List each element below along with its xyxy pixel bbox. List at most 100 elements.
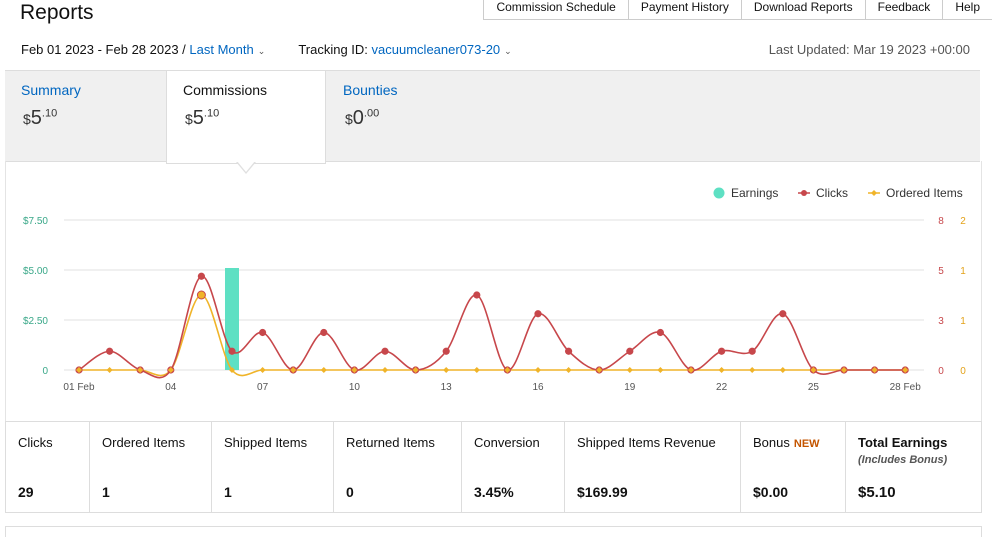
tab-bounties[interactable]: Bounties $0.00: [327, 71, 487, 161]
ordered-items-point-highlight: [196, 290, 206, 300]
stat-sublabel: (Includes Bonus): [858, 454, 948, 466]
stat-value: $0.00: [753, 484, 789, 500]
tracking-id-label: Tracking ID:: [298, 42, 368, 57]
report-tabs: Summary $5.10 Commissions $5.10 Bounties…: [5, 70, 980, 164]
stat-value: 0: [346, 484, 354, 500]
ordered-items-point: [290, 367, 297, 373]
tab-label: Bounties: [343, 82, 398, 98]
ordered-items-point: [443, 367, 450, 373]
ordered-items-point: [565, 367, 572, 373]
clicks-point: [626, 347, 634, 355]
ordered-items-point: [106, 367, 113, 373]
legend-items-swatch: [871, 190, 877, 196]
y-right-items-tick-label: 1: [960, 316, 966, 327]
stat-clicks: Clicks 29: [6, 422, 90, 512]
report-filters: Feb 01 2023 - Feb 28 2023 / Last Month ⌄ …: [21, 42, 512, 57]
y-left-tick-label: $5.00: [23, 266, 48, 277]
clicks-point: [228, 347, 236, 355]
clicks-point: [106, 347, 114, 355]
amount-fraction: .10: [41, 107, 58, 120]
help-link[interactable]: Help: [942, 0, 992, 20]
tab-amount: $0.00: [345, 107, 379, 130]
ordered-items-point: [871, 367, 878, 373]
clicks-point: [718, 347, 726, 355]
amount-whole: 5: [192, 107, 204, 129]
stat-label: Ordered Items: [102, 435, 186, 450]
ordered-items-point: [259, 367, 266, 373]
tab-commissions[interactable]: Commissions $5.10: [166, 71, 326, 164]
y-right-clicks-tick-label: 0: [938, 366, 944, 377]
amount-fraction: .00: [363, 107, 380, 120]
chart-panel: $7.50 8 2 $5.00 5 1 $2.50 3 1 0 0 0 01 Feb 04 07 10 13 16…: [5, 161, 982, 422]
tab-label: Commissions: [183, 82, 268, 98]
stats-bar: Clicks 29 Ordered Items 1 Shipped Items …: [5, 421, 982, 513]
stat-label-text: Bonus: [753, 435, 790, 450]
ordered-items-point: [229, 367, 235, 373]
legend-earnings-swatch: [713, 187, 725, 199]
x-tick-label: 22: [716, 382, 728, 393]
earnings-chart: $7.50 8 2$5.00 5 1$2.50 3 10 0 001 Feb 04 07 10 13 16…: [23, 186, 966, 393]
amount-whole: 0: [352, 107, 364, 129]
commission-schedule-link[interactable]: Commission Schedule: [483, 0, 628, 20]
stat-bonus: Bonus NEW $0.00: [741, 422, 846, 512]
ordered-items-point: [810, 367, 817, 373]
ordered-items-point: [137, 367, 144, 373]
ordered-items-point: [351, 367, 358, 373]
stat-label: Conversion: [474, 435, 540, 450]
clicks-point: [473, 291, 481, 299]
ordered-items-point: [504, 367, 511, 373]
ordered-items-point: [596, 367, 603, 373]
amount-fraction: .10: [203, 107, 220, 120]
download-reports-link[interactable]: Download Reports: [740, 0, 865, 20]
currency-symbol: $: [345, 111, 353, 127]
period-dropdown[interactable]: Last Month ⌄: [189, 42, 265, 57]
y-right-items-tick-label: 1: [960, 266, 966, 277]
ordered-items-point: [749, 367, 756, 373]
ordered-items-line: [79, 294, 906, 377]
clicks-point: [320, 328, 328, 337]
ordered-items-point: [688, 367, 694, 373]
tracking-id-value: vacuumcleaner073-20: [371, 42, 501, 57]
stat-value: 29: [18, 484, 34, 500]
ordered-items-point: [902, 367, 909, 373]
ordered-items-point: [535, 367, 541, 373]
y-right-clicks-tick-label: 3: [938, 316, 944, 327]
clicks-point: [442, 347, 450, 355]
ordered-items-point: [167, 367, 174, 373]
stat-value: $5.10: [858, 484, 896, 501]
stat-value: 3.45%: [474, 484, 514, 500]
stat-conversion: Conversion 3.45%: [462, 422, 565, 512]
amount-whole: 5: [30, 107, 42, 129]
stat-value: 1: [102, 484, 110, 500]
period-label: Last Month: [189, 42, 254, 57]
ordered-items-point: [412, 367, 419, 373]
stat-label-text: Total Earnings: [858, 435, 948, 450]
stat-label: Clicks: [18, 435, 53, 450]
stat-shipped-items: Shipped Items 1: [212, 422, 334, 512]
ordered-items-point: [76, 367, 82, 373]
ordered-items-point: [473, 367, 480, 373]
clicks-point: [779, 310, 787, 318]
date-range-text: Feb 01 2023 - Feb 28 2023 /: [21, 42, 186, 57]
y-right-items-tick-label: 2: [960, 216, 966, 227]
ordered-items-point: [841, 367, 847, 373]
tab-summary[interactable]: Summary $5.10: [5, 71, 166, 161]
page-title: Reports: [20, 1, 94, 24]
y-left-tick-label: 0: [42, 366, 48, 377]
y-right-items-tick-label: 0: [960, 366, 966, 377]
y-right-clicks-tick-label: 8: [938, 216, 944, 227]
x-tick-label: 04: [165, 382, 177, 393]
tab-amount: $5.10: [23, 107, 57, 130]
clicks-point: [197, 272, 205, 280]
tab-label: Summary: [21, 82, 81, 98]
chevron-down-icon: ⌄: [257, 46, 266, 56]
legend-label: Earnings: [731, 186, 778, 200]
x-tick-label: 10: [349, 382, 361, 393]
feedback-link[interactable]: Feedback: [864, 0, 943, 20]
stat-label: Shipped Items: [224, 435, 308, 450]
stat-value: 1: [224, 484, 232, 500]
y-right-clicks-tick-label: 5: [938, 266, 944, 277]
tracking-id-dropdown[interactable]: vacuumcleaner073-20 ⌄: [372, 42, 512, 57]
payment-history-link[interactable]: Payment History: [627, 0, 741, 20]
stat-label: Total Earnings (Includes Bonus): [858, 435, 947, 466]
